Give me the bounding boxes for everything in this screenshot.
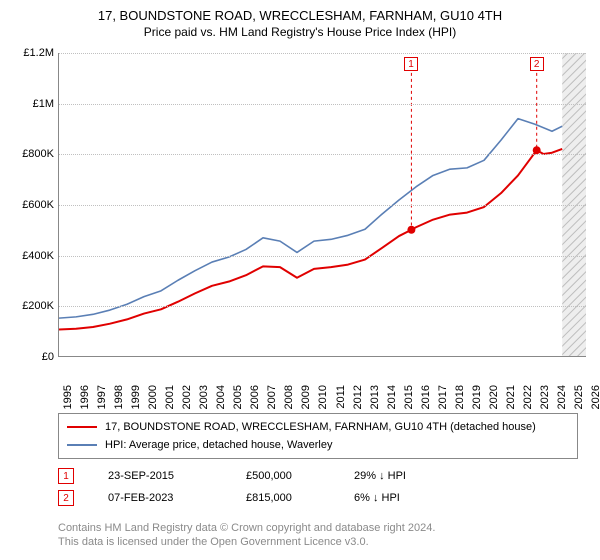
- y-axis-label: £0: [10, 351, 54, 363]
- y-axis-label: £1M: [10, 98, 54, 110]
- legend-swatch: [67, 444, 97, 446]
- x-axis-label: 2009: [300, 385, 312, 409]
- sale-marker-badge: 2: [58, 490, 74, 506]
- gridline: [59, 104, 586, 105]
- sale-date: 07-FEB-2023: [108, 492, 218, 504]
- x-axis-label: 2008: [283, 385, 295, 409]
- x-axis-label: 2000: [147, 385, 159, 409]
- sale-marker-box: 2: [530, 57, 544, 71]
- x-axis-label: 2006: [249, 385, 261, 409]
- chart-area: £0£200K£400K£600K£800K£1M£1.2M1995199619…: [10, 45, 590, 405]
- legend-label: 17, BOUNDSTONE ROAD, WRECCLESHAM, FARNHA…: [105, 421, 536, 433]
- sale-marker-table: 1 23-SEP-2015 £500,000 29% ↓ HPI 2 07-FE…: [58, 465, 590, 509]
- x-axis-label: 2014: [386, 385, 398, 409]
- legend-label: HPI: Average price, detached house, Wave…: [105, 439, 332, 451]
- x-axis-label: 1996: [79, 385, 91, 409]
- chart-title: 17, BOUNDSTONE ROAD, WRECCLESHAM, FARNHA…: [10, 8, 590, 23]
- sale-marker-badge: 1: [58, 468, 74, 484]
- x-axis-label: 2005: [232, 385, 244, 409]
- sale-price: £500,000: [246, 470, 326, 482]
- y-axis-label: £200K: [10, 300, 54, 312]
- footer-line: This data is licensed under the Open Gov…: [58, 535, 590, 549]
- x-axis-label: 2001: [164, 385, 176, 409]
- x-axis-label: 2003: [198, 385, 210, 409]
- gridline: [59, 154, 586, 155]
- x-axis-label: 2010: [317, 385, 329, 409]
- series-line-hpi: [59, 119, 562, 318]
- x-axis-label: 2025: [573, 385, 585, 409]
- legend-swatch: [67, 426, 97, 428]
- sale-marker-box: 1: [404, 57, 418, 71]
- x-axis-label: 2019: [471, 385, 483, 409]
- x-axis-label: 2002: [181, 385, 193, 409]
- footer-line: Contains HM Land Registry data © Crown c…: [58, 521, 590, 535]
- chart-titles: 17, BOUNDSTONE ROAD, WRECCLESHAM, FARNHA…: [10, 8, 590, 39]
- x-axis-label: 1998: [113, 385, 125, 409]
- sale-date: 23-SEP-2015: [108, 470, 218, 482]
- x-axis-label: 2011: [335, 385, 347, 409]
- legend: 17, BOUNDSTONE ROAD, WRECCLESHAM, FARNHA…: [58, 413, 578, 459]
- x-axis-label: 2015: [403, 385, 415, 409]
- y-axis-label: £600K: [10, 199, 54, 211]
- gridline: [59, 205, 586, 206]
- series-line-price_paid: [59, 149, 562, 330]
- sale-price: £815,000: [246, 492, 326, 504]
- plot-region: [58, 53, 586, 357]
- legend-row: HPI: Average price, detached house, Wave…: [67, 436, 569, 454]
- footer-attribution: Contains HM Land Registry data © Crown c…: [58, 521, 590, 550]
- chart-subtitle: Price paid vs. HM Land Registry's House …: [10, 25, 590, 39]
- x-axis-label: 2020: [488, 385, 500, 409]
- gridline: [59, 306, 586, 307]
- x-axis-label: 2021: [505, 385, 517, 409]
- x-axis-label: 2007: [266, 385, 278, 409]
- x-axis-label: 2004: [215, 385, 227, 409]
- x-axis-label: 2024: [556, 385, 568, 409]
- x-axis-label: 1999: [130, 385, 142, 409]
- sale-marker-row: 1 23-SEP-2015 £500,000 29% ↓ HPI: [58, 465, 590, 487]
- sale-marker-row: 2 07-FEB-2023 £815,000 6% ↓ HPI: [58, 487, 590, 509]
- x-axis-label: 1997: [96, 385, 108, 409]
- gridline: [59, 256, 586, 257]
- x-axis-label: 2017: [437, 385, 449, 409]
- x-axis-label: 2026: [590, 385, 600, 409]
- y-axis-label: £800K: [10, 148, 54, 160]
- x-axis-label: 2018: [454, 385, 466, 409]
- sale-delta: 29% ↓ HPI: [354, 470, 464, 482]
- x-axis-label: 2023: [539, 385, 551, 409]
- sale-delta: 6% ↓ HPI: [354, 492, 464, 504]
- sale-marker-dot: [533, 146, 541, 154]
- y-axis-label: £1.2M: [10, 47, 54, 59]
- x-axis-label: 1995: [62, 385, 74, 409]
- gridline: [59, 53, 586, 54]
- x-axis-label: 2022: [522, 385, 534, 409]
- x-axis-label: 2012: [352, 385, 364, 409]
- x-axis-label: 2013: [369, 385, 381, 409]
- y-axis-label: £400K: [10, 250, 54, 262]
- x-axis-label: 2016: [420, 385, 432, 409]
- legend-row: 17, BOUNDSTONE ROAD, WRECCLESHAM, FARNHA…: [67, 418, 569, 436]
- sale-marker-dot: [407, 226, 415, 234]
